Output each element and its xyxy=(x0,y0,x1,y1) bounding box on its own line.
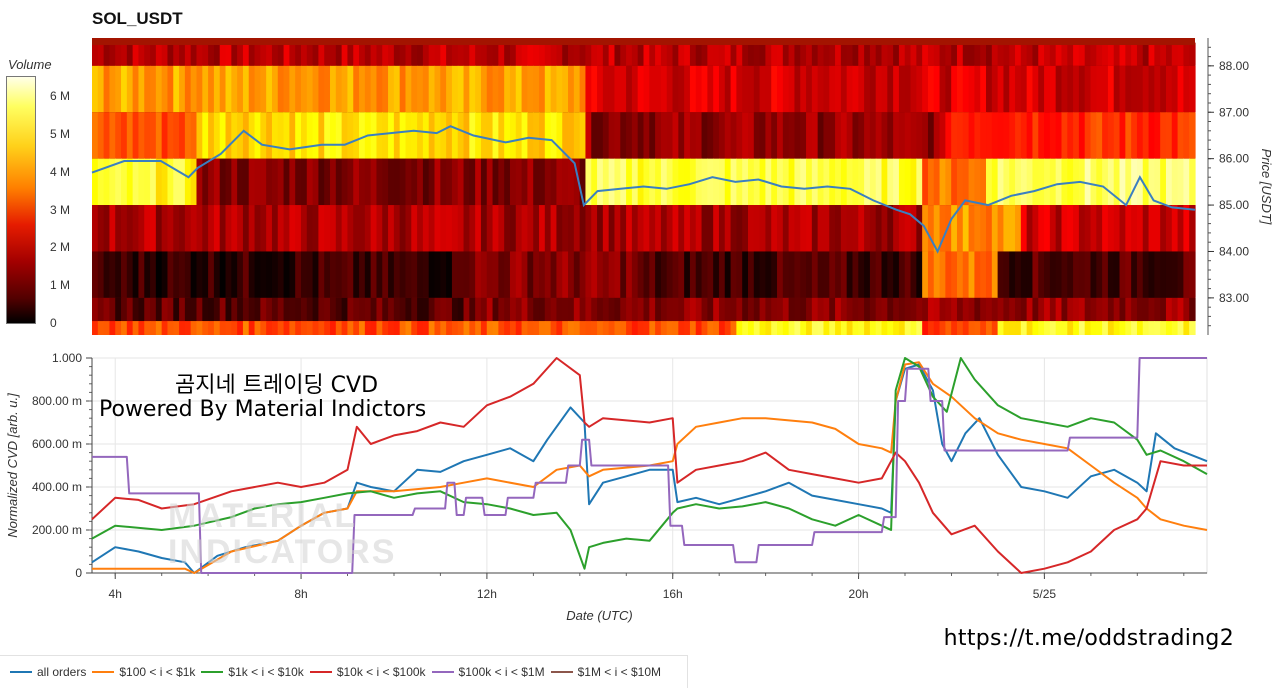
footer-link[interactable]: https://t.me/oddstrading2 xyxy=(943,626,1234,651)
watermark-logo: MATERIAL INDICATORS xyxy=(168,498,396,570)
legend-swatch xyxy=(10,671,32,673)
cvd-series-line xyxy=(92,361,1208,574)
legend-item[interactable]: $10k < i < $100k xyxy=(309,665,426,679)
colorbar-tick: 1 M xyxy=(50,278,71,293)
legend-label: $10k < i < $100k xyxy=(336,665,426,679)
cvd-y-tick-label: 600.00 m xyxy=(32,437,82,451)
legend-swatch xyxy=(92,671,115,673)
annotation-line2: Powered By Material Indictors xyxy=(99,397,427,422)
cvd-series-line xyxy=(92,357,1207,574)
watermark-line2: INDICATORS xyxy=(168,533,397,571)
chart-canvas: 88.00 87.00 86.00 85.00 84.00 83.00 Price [USD… xyxy=(5,38,1274,623)
cvd-y-axis-label: Normalized CVD [arb. u.] xyxy=(5,393,20,538)
cvd-y-tick-label: 0 xyxy=(75,566,82,580)
legend-label: all orders xyxy=(37,665,87,679)
price-axis-label: Price [USDT] xyxy=(1259,149,1274,225)
legend-label: $100k < i < $1M xyxy=(458,665,545,679)
cvd-x-tick-label: 20h xyxy=(849,587,869,601)
price-axis: 88.00 87.00 86.00 85.00 84.00 83.00 Price [USD… xyxy=(1207,38,1274,335)
price-tick-label: 86.00 xyxy=(1219,152,1249,166)
legend-item[interactable]: $100 < i < $1k xyxy=(92,665,195,679)
cvd-y-tick-label: 800.00 m xyxy=(32,394,82,408)
cvd-y-tick-label: 400.00 m xyxy=(32,480,82,494)
cvd-series-line xyxy=(91,357,1208,570)
chart-title: SOL_USDT xyxy=(92,9,183,28)
legend-swatch xyxy=(201,671,224,673)
colorbar xyxy=(6,76,36,324)
price-tick-label: 85.00 xyxy=(1219,198,1249,212)
cvd-x-tick-label: 8h xyxy=(294,587,307,601)
legend-item[interactable]: $1k < i < $10k xyxy=(201,665,304,679)
colorbar-tick: 4 M xyxy=(50,164,71,179)
cvd-x-tick-label: 12h xyxy=(477,587,497,601)
cvd-x-tick-label: 5/25 xyxy=(1033,587,1057,601)
legend-swatch xyxy=(309,671,332,673)
legend-item[interactable]: all orders xyxy=(10,665,86,679)
legend-label: $1k < i < $10k xyxy=(228,665,304,679)
cvd-y-tick-label: 200.00 m xyxy=(32,523,82,537)
legend-item[interactable]: $100k < i < $1M xyxy=(431,665,545,679)
legend-item[interactable]: $1M < i < $10M xyxy=(550,665,661,679)
legend-swatch xyxy=(431,671,454,673)
legend-swatch xyxy=(550,671,573,673)
cvd-y-tick-label: 1.000 xyxy=(52,351,82,365)
cvd-series-line xyxy=(91,357,1207,574)
cvd-x-tick-label: 16h xyxy=(663,587,683,601)
annotation-line1: 곰지네 트레이딩 CVD xyxy=(175,373,379,398)
watermark-line1: MATERIAL xyxy=(168,497,358,535)
colorbar-tick: 5 M xyxy=(50,126,71,141)
price-tick-label: 87.00 xyxy=(1219,105,1249,119)
legend-label: $1M < i < $10M xyxy=(577,665,661,679)
price-line xyxy=(91,125,1196,254)
price-tick-label: 84.00 xyxy=(1219,244,1249,258)
colorbar-tick: 6 M xyxy=(50,89,71,103)
colorbar-tick: 0 xyxy=(50,316,57,330)
legend-label: $100 < i < $1k xyxy=(119,665,196,679)
cvd-x-tick-label: 4h xyxy=(109,587,122,601)
colorbar-tick: 2 M xyxy=(50,240,71,255)
price-tick-label: 88.00 xyxy=(1219,59,1249,73)
colorbar-label: Volume xyxy=(8,57,52,72)
legend: all orders $100 < i < $1k $1k < i < $10k $1… xyxy=(0,655,688,688)
colorbar-tick: 3 M xyxy=(50,202,71,217)
heatmap xyxy=(92,38,1196,335)
price-tick-label: 83.00 xyxy=(1219,291,1249,305)
cvd-x-axis-label: Date (UTC) xyxy=(566,608,632,623)
